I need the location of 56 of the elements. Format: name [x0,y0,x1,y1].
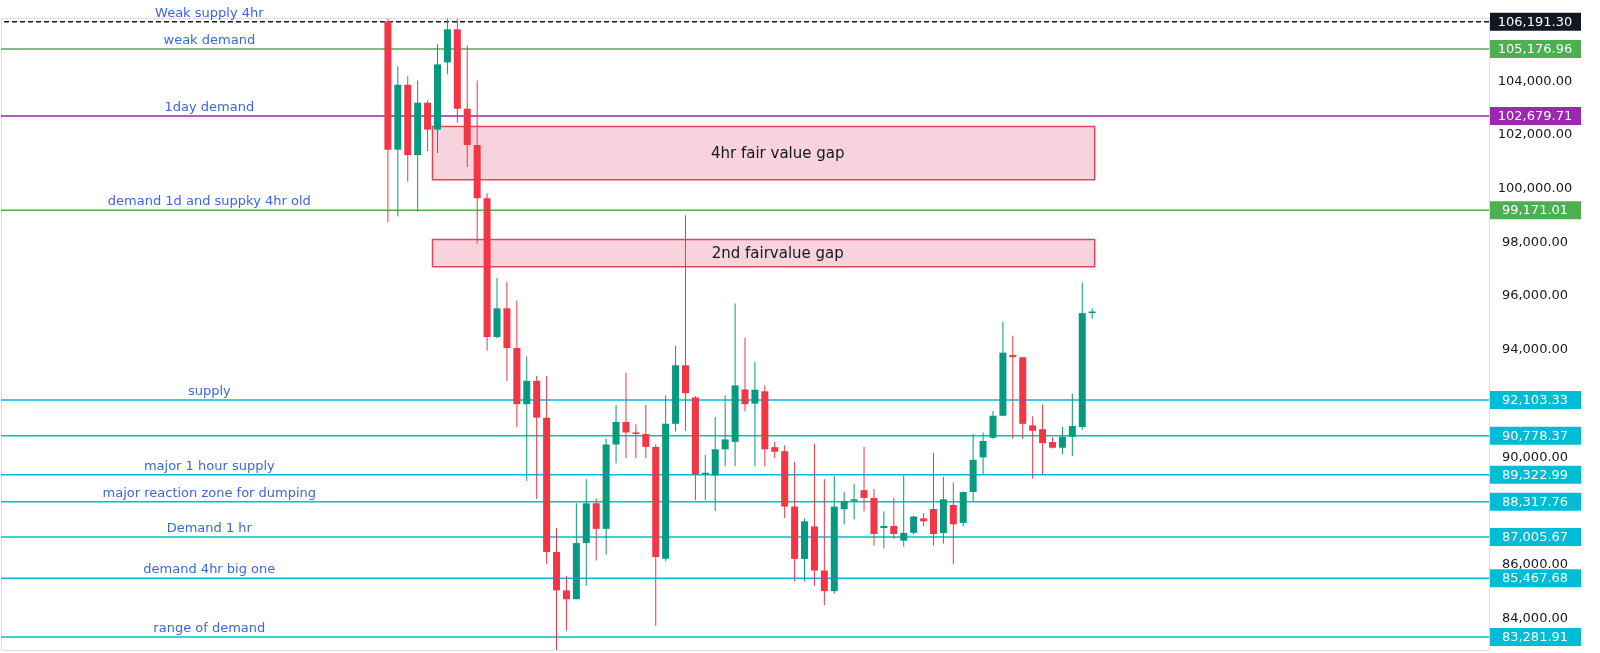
ref-line-label: range of demand [153,620,266,636]
y-tick-label: 88,317.76 [1501,493,1569,509]
y-tick-label: 99,171.01 [1501,202,1569,218]
y-tick-label: 87,005.67 [1501,529,1569,545]
candlestick [949,481,957,565]
candlestick [1039,403,1047,475]
y-tick-label: 90,778.37 [1501,427,1569,443]
y-tick-label: 89,322.99 [1501,466,1569,482]
ref-line-label: weak demand [163,31,256,47]
ref-line-label: demand 1d and suppky 4hr old [107,193,311,209]
candlestick [979,431,987,475]
candlestick [840,491,848,525]
ref-line-label: major reaction zone for dumping [102,484,317,500]
y-tick-label: 96,000.00 [1501,287,1569,303]
band-label: 2nd fairvalue gap [711,244,844,263]
candlestick [860,446,868,512]
y-tick-label: 86,000.00 [1501,556,1569,572]
y-tick-label: 102,000.00 [1497,126,1573,142]
y-tick-label: 98,000.00 [1501,233,1569,249]
candlestick [820,478,828,606]
candlestick [721,394,729,467]
candlestick [1029,415,1037,480]
candlestick [751,361,759,467]
candlestick [989,410,997,440]
y-tick-label: 105,176.96 [1497,40,1573,56]
candlestick [523,355,531,482]
y-tick-label: 92,103.33 [1501,392,1569,408]
candlestick [1009,335,1017,440]
candlestick [890,497,898,540]
y-tick-label: 102,679.71 [1497,107,1573,123]
y-tick-label: 94,000.00 [1501,341,1569,357]
ref-line-label: supply [187,383,232,399]
y-tick-label: 84,000.00 [1501,609,1569,625]
candlestick [1058,426,1066,455]
y-tick-label: 100,000.00 [1497,179,1573,195]
candlestick [880,510,888,549]
ref-line-label: Demand 1 hr [166,520,253,536]
candlestick [562,575,570,632]
candlestick [612,404,620,464]
y-tick-label: 90,000.00 [1501,448,1569,464]
y-tick-label: 83,281.91 [1501,629,1569,645]
ref-line-label: 1day demand [164,98,255,114]
candlestick [741,337,749,412]
ref-line-label: demand 4hr big one [143,561,276,577]
y-tick-label: 85,467.68 [1501,570,1569,586]
candlestick [632,423,640,459]
candlestick [622,372,630,459]
y-tick-label: 104,000.00 [1497,72,1573,88]
ref-line-label: major 1 hour supply [143,457,276,473]
candlestick [850,483,858,520]
ref-line-label: Weak supply 4hr [155,4,265,20]
candlestick [642,404,650,459]
candlestick [1068,393,1076,457]
candlestick [900,474,908,548]
band-label: 4hr fair value gap [710,144,845,163]
y-tick-label: 106,191.30 [1497,13,1573,29]
